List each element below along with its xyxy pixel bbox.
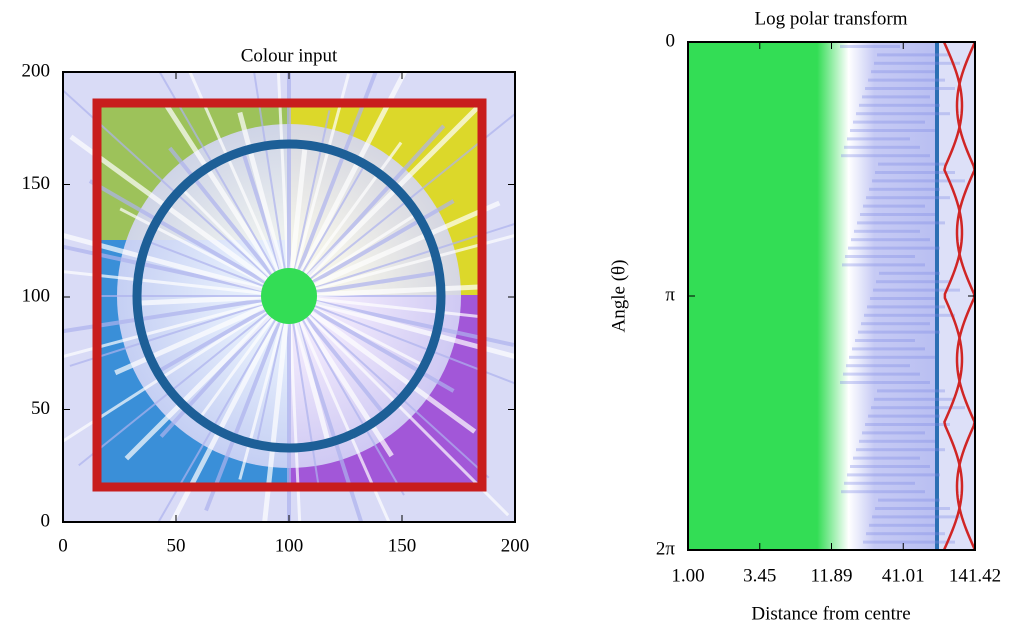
x-tick-label: 3.45 — [743, 565, 776, 586]
streak — [848, 247, 940, 250]
streak — [845, 255, 915, 258]
streak — [868, 415, 940, 418]
streak — [856, 112, 950, 115]
x-tick-label: 200 — [501, 535, 530, 556]
streak — [870, 297, 935, 300]
x-tick-label: 150 — [388, 535, 417, 556]
streak — [868, 79, 945, 82]
streak — [856, 448, 945, 451]
streak — [872, 179, 965, 182]
streak — [859, 104, 940, 107]
streak — [859, 440, 935, 443]
streak — [863, 541, 955, 544]
streak — [865, 87, 955, 90]
streak — [864, 314, 955, 317]
streak — [874, 62, 960, 65]
streak — [850, 129, 935, 132]
streak — [866, 532, 945, 535]
streak — [878, 163, 945, 166]
log-polar-image — [688, 42, 975, 550]
streak — [843, 373, 920, 376]
x-tick-label: 1.00 — [671, 565, 704, 586]
streak — [853, 121, 925, 124]
y-tick-label: π — [665, 284, 675, 305]
streak — [869, 524, 935, 527]
y-tick-label: 50 — [31, 398, 50, 419]
streak — [844, 146, 920, 149]
streak — [855, 339, 915, 342]
streak — [851, 238, 930, 241]
streak — [863, 205, 925, 208]
streak — [858, 331, 940, 334]
streak — [862, 95, 930, 98]
streak — [867, 305, 945, 308]
streak — [840, 381, 930, 384]
streak — [847, 473, 940, 476]
streak — [877, 53, 950, 56]
y-axis-label: Angle (θ) — [608, 260, 629, 333]
streak — [876, 280, 950, 283]
streak — [875, 507, 950, 510]
streak — [865, 423, 950, 426]
streak — [877, 389, 945, 392]
streak — [842, 263, 925, 266]
streak — [850, 465, 930, 468]
streak — [879, 272, 940, 275]
y-tick-label: 150 — [22, 173, 51, 194]
streak — [841, 154, 930, 157]
y-tick-label: 0 — [666, 30, 676, 51]
streak — [840, 45, 900, 48]
streak — [849, 356, 935, 359]
x-tick-label: 100 — [275, 535, 304, 556]
x-tick-label: 11.89 — [810, 565, 852, 586]
streak — [844, 482, 915, 485]
x-tick-label: 141.42 — [949, 565, 1001, 586]
y-tick-label: 2π — [656, 538, 676, 559]
streak — [853, 457, 920, 460]
streak — [869, 188, 940, 191]
streak — [841, 490, 925, 493]
x-tick-label: 50 — [167, 535, 186, 556]
x-tick-label: 41.01 — [882, 565, 925, 586]
streak — [862, 431, 925, 434]
chart-title: Log polar transform — [754, 8, 907, 29]
streak — [875, 171, 955, 174]
y-tick-label: 200 — [22, 60, 51, 81]
streak — [860, 213, 935, 216]
figure: Colour input Log polar transform Distanc… — [0, 0, 1011, 630]
x-axis-label: Distance from centre — [751, 603, 910, 624]
streak — [872, 515, 960, 518]
streak — [866, 196, 950, 199]
streak — [854, 230, 920, 233]
y-tick-label: 0 — [41, 510, 51, 531]
input-image — [0, 0, 588, 604]
streak — [857, 221, 945, 224]
streak — [861, 322, 930, 325]
chart-title: Colour input — [241, 45, 338, 66]
streak — [852, 347, 925, 350]
streak — [874, 398, 955, 401]
streak — [878, 499, 940, 502]
y-tick-label: 100 — [22, 285, 51, 306]
streak — [846, 364, 910, 367]
x-tick-label: 0 — [58, 535, 68, 556]
streak — [847, 137, 910, 140]
streak — [871, 70, 935, 73]
